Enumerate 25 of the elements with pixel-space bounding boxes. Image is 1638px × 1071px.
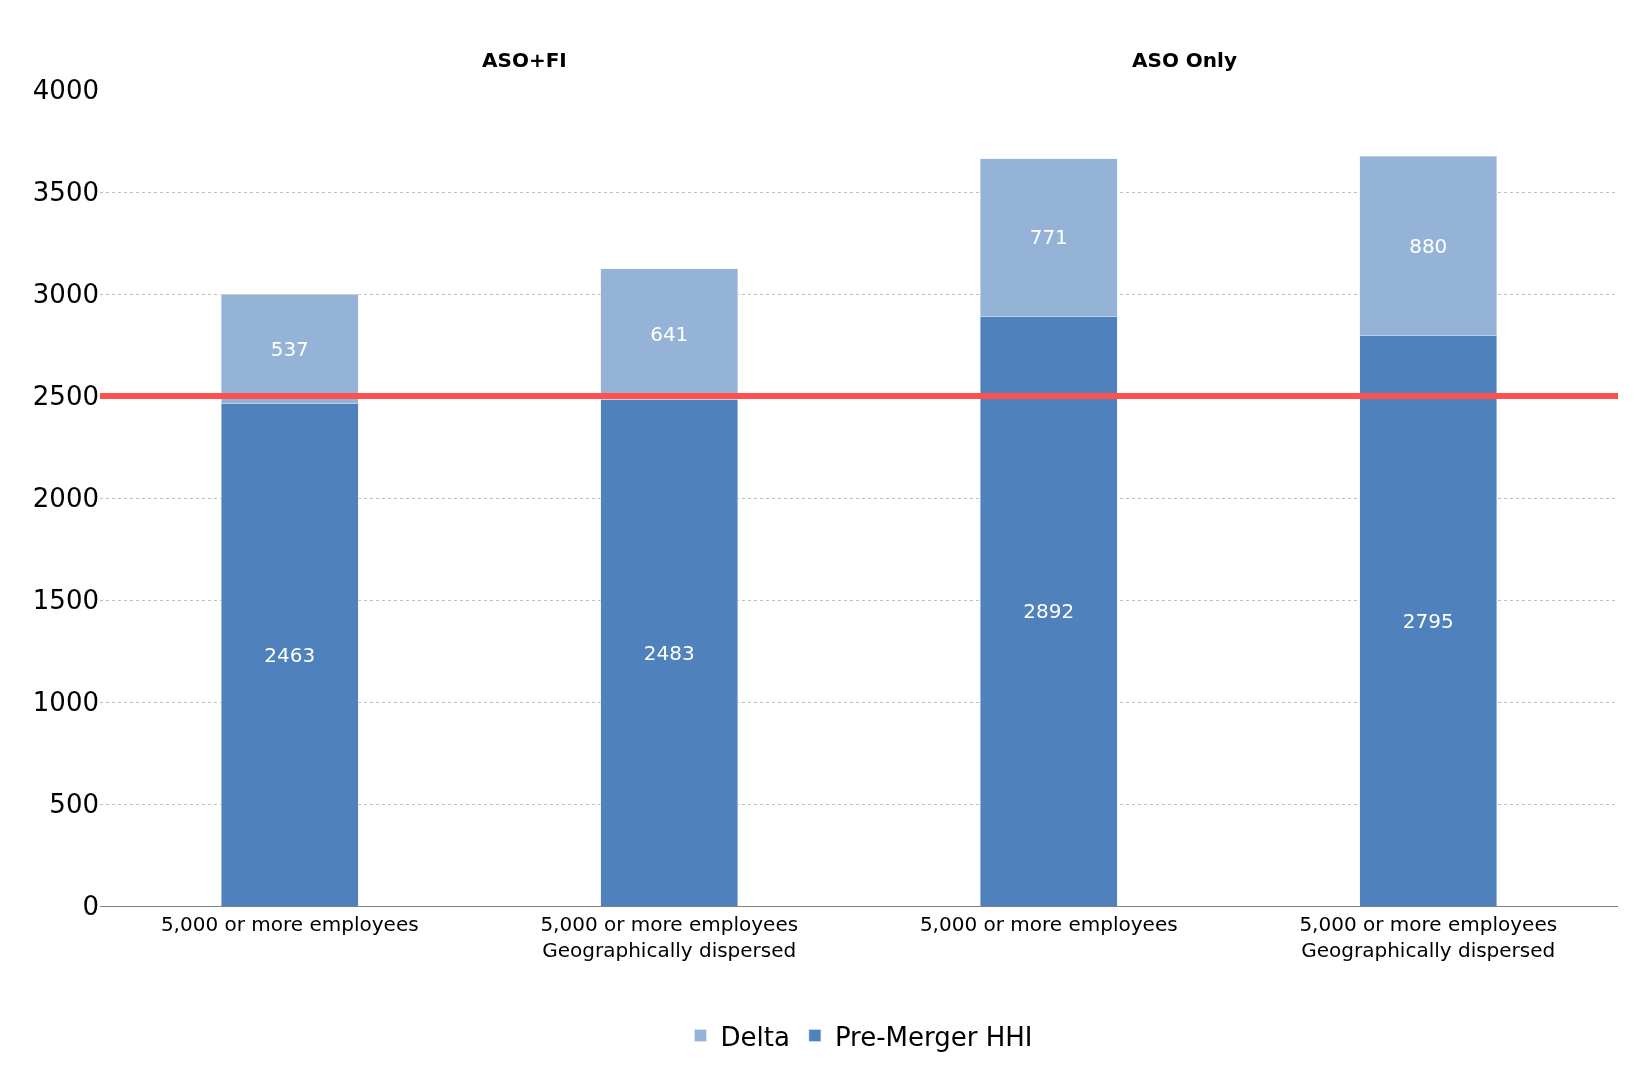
- y-tick-label: 2500: [32, 381, 99, 412]
- data-label: 2795: [1402, 608, 1454, 633]
- data-label: 880: [1409, 234, 1448, 259]
- y-tick-label: 3500: [32, 177, 99, 208]
- y-tick-label: 3000: [32, 279, 99, 310]
- y-tick-label: 4000: [32, 75, 99, 106]
- x-tick-label: 5,000 or more employees Geographically dispersed: [540, 912, 799, 962]
- legend-label: Delta: [720, 1021, 790, 1052]
- data-label: 641: [650, 322, 689, 347]
- data-label: 2892: [1023, 599, 1075, 624]
- data-label: 537: [270, 336, 309, 361]
- x-tick-label: 5,000 or more employees Geographically dispersed: [1299, 912, 1558, 962]
- data-label: 771: [1029, 225, 1068, 250]
- y-tick-label: 1000: [32, 687, 99, 718]
- y-tick-label: 0: [82, 891, 99, 922]
- x-tick-label: 5,000 or more employees: [919, 912, 1178, 936]
- data-label: 2483: [643, 640, 695, 665]
- text: ASO Only: [1132, 48, 1237, 72]
- data-label: 2463: [264, 642, 316, 667]
- text: ASO+FI: [482, 48, 567, 72]
- y-tick-label: 2000: [32, 483, 99, 514]
- x-tick-label: 5,000 or more employees: [160, 912, 419, 936]
- y-tick-label: 1500: [32, 585, 99, 616]
- legend-label: Pre-Merger HHI: [834, 1021, 1033, 1052]
- y-tick-label: 500: [49, 789, 99, 820]
